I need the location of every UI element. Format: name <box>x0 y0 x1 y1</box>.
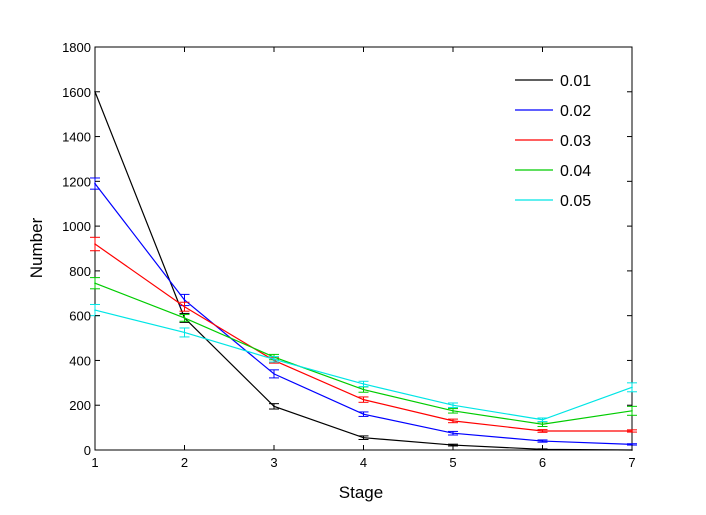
data-point <box>452 432 454 435</box>
data-point <box>94 182 96 185</box>
data-point <box>452 404 454 407</box>
x-axis-title: Stage <box>339 483 383 502</box>
y-tick-label: 1200 <box>62 174 91 189</box>
data-point <box>541 440 544 442</box>
series-line <box>94 309 633 421</box>
data-point <box>631 430 633 432</box>
data-point <box>362 436 365 439</box>
data-point <box>541 430 544 432</box>
data-point <box>183 331 186 334</box>
data-point <box>362 383 365 385</box>
data-point <box>541 418 544 421</box>
legend-label: 0.01 <box>560 73 591 90</box>
data-point <box>631 410 633 412</box>
data-point <box>273 405 275 408</box>
series-0.03 <box>90 236 637 433</box>
x-tick-label: 4 <box>360 455 367 470</box>
data-point <box>94 309 96 311</box>
data-point <box>183 299 186 301</box>
data-point <box>631 443 633 446</box>
series-0.02 <box>90 177 637 446</box>
legend-label: 0.03 <box>560 133 591 150</box>
series-line <box>94 91 633 451</box>
x-tick-label: 1 <box>91 455 98 470</box>
y-tick-label: 1000 <box>62 219 91 234</box>
y-tick-label: 200 <box>69 398 91 413</box>
x-tick-label: 2 <box>181 455 188 470</box>
data-point <box>273 373 275 375</box>
legend-label: 0.05 <box>560 193 591 210</box>
series-0.04 <box>90 277 637 427</box>
x-tick-label: 6 <box>539 455 546 470</box>
y-tick-label: 1600 <box>62 85 91 100</box>
data-point <box>273 358 275 361</box>
data-point <box>183 305 186 308</box>
series-line <box>94 282 633 425</box>
y-tick-label: 1400 <box>62 130 91 145</box>
y-tick-label: 800 <box>69 264 91 279</box>
data-point <box>183 317 186 319</box>
data-point <box>94 243 96 245</box>
data-point <box>452 420 454 422</box>
data-point <box>631 386 633 389</box>
data-point <box>362 398 365 401</box>
data-point <box>94 282 96 285</box>
legend-label: 0.04 <box>560 163 591 180</box>
data-point <box>541 423 544 426</box>
y-tick-label: 400 <box>69 353 91 368</box>
y-tick-label: 0 <box>84 443 91 458</box>
x-tick-label: 3 <box>270 455 277 470</box>
y-axis-title: Number <box>27 217 46 278</box>
data-point <box>452 410 454 412</box>
data-point <box>362 388 365 391</box>
legend-label: 0.02 <box>560 103 591 120</box>
x-tick-label: 5 <box>449 455 456 470</box>
data-point <box>362 413 365 415</box>
x-tick-label: 7 <box>628 455 635 470</box>
y-tick-label: 1800 <box>62 40 91 55</box>
series-line <box>94 243 632 432</box>
y-tick-label: 600 <box>69 309 91 324</box>
series-0.05 <box>90 303 637 423</box>
